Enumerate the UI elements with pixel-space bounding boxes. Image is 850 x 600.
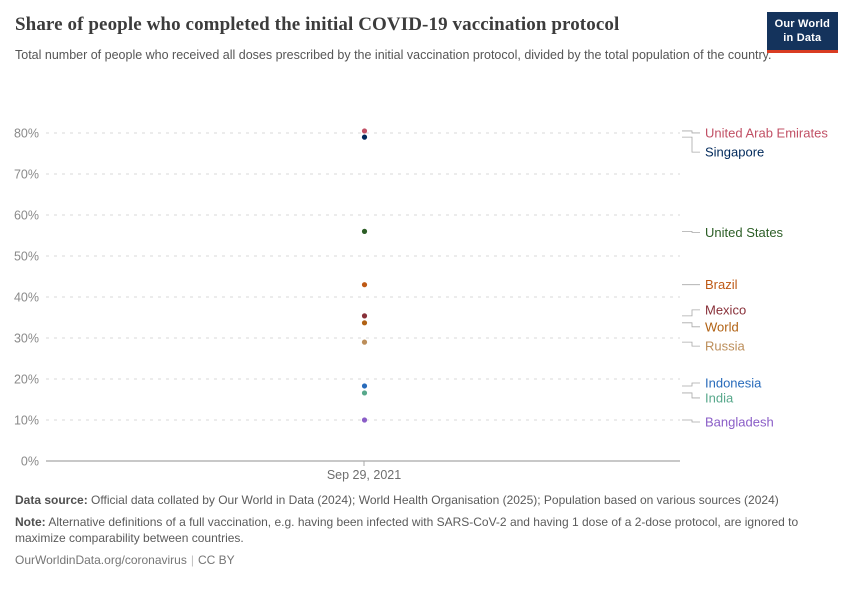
y-tick-label-30: 30% bbox=[14, 331, 39, 345]
data-source-note: Data source: Official data collated by O… bbox=[15, 492, 837, 509]
data-point-bangladesh[interactable] bbox=[361, 417, 368, 423]
data-point-india[interactable] bbox=[361, 390, 368, 396]
y-tick-label-0: 0% bbox=[21, 454, 39, 468]
chart-footer: Data source: Official data collated by O… bbox=[15, 492, 837, 573]
leader-line-world bbox=[682, 322, 700, 328]
series-label-indonesia[interactable]: Indonesia bbox=[705, 375, 762, 390]
y-tick-label-50: 50% bbox=[14, 249, 39, 263]
series-label-brazil[interactable]: Brazil bbox=[705, 277, 738, 292]
data-point-mexico[interactable] bbox=[361, 313, 368, 319]
chart-subtitle: Total number of people who received all … bbox=[15, 48, 772, 63]
series-label-mexico[interactable]: Mexico bbox=[705, 302, 746, 317]
leader-line-indonesia bbox=[682, 382, 700, 387]
y-tick-label-60: 60% bbox=[14, 208, 39, 222]
data-point-brazil[interactable] bbox=[361, 282, 368, 288]
chart-header: Share of people who completed the initia… bbox=[15, 12, 835, 64]
data-source-label: Data source: bbox=[15, 493, 88, 507]
note-text: Alternative definitions of a full vaccin… bbox=[15, 514, 799, 546]
series-label-russia[interactable]: Russia bbox=[705, 339, 746, 354]
series-label-united-arab-emirates[interactable]: United Arab Emirates bbox=[705, 125, 828, 140]
owid-url-link[interactable]: OurWorldinData.org/coronavirus bbox=[15, 552, 187, 567]
leader-line-india bbox=[682, 392, 700, 399]
owid-logo-line2: in Data bbox=[783, 32, 822, 45]
note-label: Note: bbox=[15, 514, 46, 529]
series-label-singapore[interactable]: Singapore bbox=[705, 145, 764, 160]
data-point-singapore[interactable] bbox=[361, 134, 368, 140]
page-title: Share of people who completed the initia… bbox=[15, 14, 620, 35]
owid-logo[interactable]: Our World in Data bbox=[766, 12, 838, 53]
y-tick-label-10: 10% bbox=[14, 413, 39, 427]
leader-line-russia bbox=[682, 341, 700, 347]
data-point-indonesia[interactable] bbox=[361, 383, 368, 389]
data-source-text: Official data collated by Our World in D… bbox=[87, 493, 779, 507]
y-tick-label-40: 40% bbox=[14, 290, 39, 304]
leader-line-singapore bbox=[682, 136, 700, 153]
series-label-india[interactable]: India bbox=[705, 390, 734, 405]
separator: | bbox=[190, 552, 194, 567]
leader-line-united-states bbox=[682, 230, 700, 233]
y-tick-label-20: 20% bbox=[14, 372, 39, 386]
data-point-world[interactable] bbox=[361, 320, 368, 326]
series-label-bangladesh[interactable]: Bangladesh bbox=[705, 415, 774, 430]
data-point-russia[interactable] bbox=[361, 339, 368, 345]
leader-line-bangladesh bbox=[682, 419, 700, 423]
license-link[interactable]: CC BY bbox=[197, 552, 235, 567]
data-point-united-arab-emirates[interactable] bbox=[361, 128, 368, 134]
source-link-line: OurWorldinData.org/coronavirus | CC BY bbox=[15, 552, 837, 569]
data-point-united-states[interactable] bbox=[361, 228, 368, 234]
leader-line-mexico bbox=[682, 309, 700, 317]
series-label-world[interactable]: World bbox=[705, 319, 739, 334]
y-tick-label-70: 70% bbox=[14, 167, 39, 181]
owid-logo-line1: Our World bbox=[774, 18, 830, 30]
methodology-note: Note: Alternative definitions of a full … bbox=[15, 514, 837, 547]
y-tick-label-80: 80% bbox=[14, 126, 39, 140]
x-tick-label: Sep 29, 2021 bbox=[327, 468, 401, 482]
leader-line-united-arab-emirates bbox=[682, 130, 700, 134]
series-label-united-states[interactable]: United States bbox=[705, 225, 784, 240]
